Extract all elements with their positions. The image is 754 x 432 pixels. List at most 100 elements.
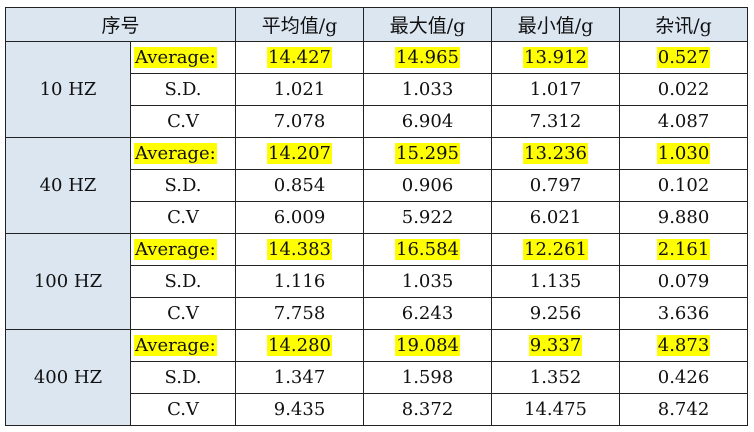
row-label: C.V	[167, 111, 199, 132]
frequency-group-label: 10 HZ	[5, 41, 131, 138]
value-cell: 8.742	[619, 393, 749, 426]
row-label-cell: Average:	[129, 233, 237, 266]
row-label: Average:	[134, 239, 217, 260]
value-cell: 1.116	[235, 265, 365, 298]
cell-value: 0.022	[657, 79, 710, 100]
data-table-container: 序号 平均值/g 最大值/g 最小值/g 杂讯/g 10 HZ Average: 1…	[4, 7, 749, 426]
value-cell: 6.243	[363, 297, 493, 330]
value-cell: 4.087	[619, 105, 749, 138]
row-label-cell: S.D.	[129, 265, 237, 298]
cell-value: 12.261	[523, 239, 588, 260]
header-average: 平均值/g	[235, 7, 365, 42]
frequency-group-label: 40 HZ	[5, 137, 131, 234]
value-cell: 5.922	[363, 201, 493, 234]
cell-value: 0.426	[657, 367, 710, 388]
value-cell: 0.022	[619, 73, 749, 106]
value-cell: 0.527	[619, 41, 749, 74]
cell-value: 9.880	[657, 207, 710, 228]
value-cell: 14.475	[491, 393, 621, 426]
cell-value: 7.078	[273, 111, 326, 132]
cell-value: 9.337	[528, 335, 583, 356]
cell-value: 2.161	[656, 239, 711, 260]
cell-value: 14.965	[395, 47, 460, 68]
value-cell: 7.312	[491, 105, 621, 138]
value-cell: 0.426	[619, 361, 749, 394]
value-cell: 12.261	[491, 233, 621, 266]
table-row: 100 HZ Average: 14.383 16.584 12.261 2.161	[5, 233, 749, 330]
table-row: S.D. 1.116 1.035 1.135 0.079	[6, 265, 749, 298]
cell-value: 0.797	[529, 175, 582, 196]
value-cell: 2.161	[619, 233, 749, 266]
cell-value: 4.873	[656, 335, 711, 356]
value-cell: 15.295	[363, 137, 493, 170]
cell-value: 7.312	[529, 111, 582, 132]
cell-value: 0.102	[657, 175, 710, 196]
value-cell: 7.758	[235, 297, 365, 330]
table-row: C.V 9.435 8.372 14.475 8.742	[6, 393, 749, 426]
cell-value: 0.854	[273, 175, 326, 196]
cell-value: 1.352	[529, 367, 582, 388]
value-cell: 16.584	[363, 233, 493, 266]
value-cell: 3.636	[619, 297, 749, 330]
cell-value: 1.347	[273, 367, 326, 388]
row-label: Average:	[134, 143, 217, 164]
cell-value: 19.084	[395, 335, 460, 356]
table-row: S.D. 1.021 1.033 1.017 0.022	[6, 73, 749, 106]
frequency-group-label: 400 HZ	[5, 329, 131, 426]
value-cell: 1.135	[491, 265, 621, 298]
cell-value: 9.256	[529, 303, 582, 324]
value-cell: 13.236	[491, 137, 621, 170]
cell-value: 13.236	[523, 143, 588, 164]
cell-value: 13.912	[523, 47, 588, 68]
value-cell: 0.797	[491, 169, 621, 202]
cell-value: 0.527	[656, 47, 711, 68]
header-max: 最大值/g	[363, 7, 493, 42]
value-cell: 9.256	[491, 297, 621, 330]
cell-value: 1.017	[529, 79, 582, 100]
cell-value: 7.758	[273, 303, 326, 324]
cell-value: 0.079	[657, 271, 710, 292]
cell-value: 6.021	[529, 207, 582, 228]
value-cell: 1.035	[363, 265, 493, 298]
cell-value: 1.116	[273, 271, 326, 292]
value-cell: 1.352	[491, 361, 621, 394]
row-label-cell: C.V	[129, 297, 237, 330]
row-label-cell: S.D.	[129, 169, 237, 202]
value-cell: 1.030	[619, 137, 749, 170]
cell-value: 1.030	[656, 143, 711, 164]
row-label: S.D.	[164, 271, 202, 292]
header-row: 序号 平均值/g 最大值/g 最小值/g 杂讯/g	[4, 7, 749, 42]
row-label: C.V	[167, 399, 199, 420]
row-label: C.V	[167, 303, 199, 324]
cell-value: 14.280	[267, 335, 332, 356]
cell-value: 6.009	[273, 207, 326, 228]
value-cell: 14.280	[235, 329, 365, 362]
row-label-cell: S.D.	[129, 73, 237, 106]
value-cell: 1.598	[363, 361, 493, 394]
cell-value: 5.922	[401, 207, 454, 228]
row-label: S.D.	[164, 367, 202, 388]
value-cell: 14.427	[235, 41, 365, 74]
table-row: 400 HZ Average: 14.280 19.084 9.337 4.873	[5, 329, 749, 426]
measurement-table: 序号 平均值/g 最大值/g 最小值/g 杂讯/g 10 HZ Average: 1…	[4, 7, 749, 426]
cell-value: 14.207	[267, 143, 332, 164]
table-row: C.V 7.078 6.904 7.312 4.087	[6, 105, 749, 138]
header-noise: 杂讯/g	[619, 7, 749, 42]
cell-value: 3.636	[657, 303, 710, 324]
row-label-cell: Average:	[129, 329, 237, 362]
value-cell: 13.912	[491, 41, 621, 74]
value-cell: 8.372	[363, 393, 493, 426]
row-label-cell: C.V	[129, 105, 237, 138]
cell-value: 1.033	[401, 79, 454, 100]
cell-value: 4.087	[657, 111, 710, 132]
value-cell: 19.084	[363, 329, 493, 362]
table-row: C.V 6.009 5.922 6.021 9.880	[6, 201, 749, 234]
cell-value: 14.383	[267, 239, 332, 260]
table-row: C.V 7.758 6.243 9.256 3.636	[6, 297, 749, 330]
value-cell: 14.383	[235, 233, 365, 266]
table-row: S.D. 0.854 0.906 0.797 0.102	[6, 169, 749, 202]
value-cell: 1.017	[491, 73, 621, 106]
value-cell: 6.021	[491, 201, 621, 234]
row-label-cell: S.D.	[129, 361, 237, 394]
value-cell: 6.904	[363, 105, 493, 138]
